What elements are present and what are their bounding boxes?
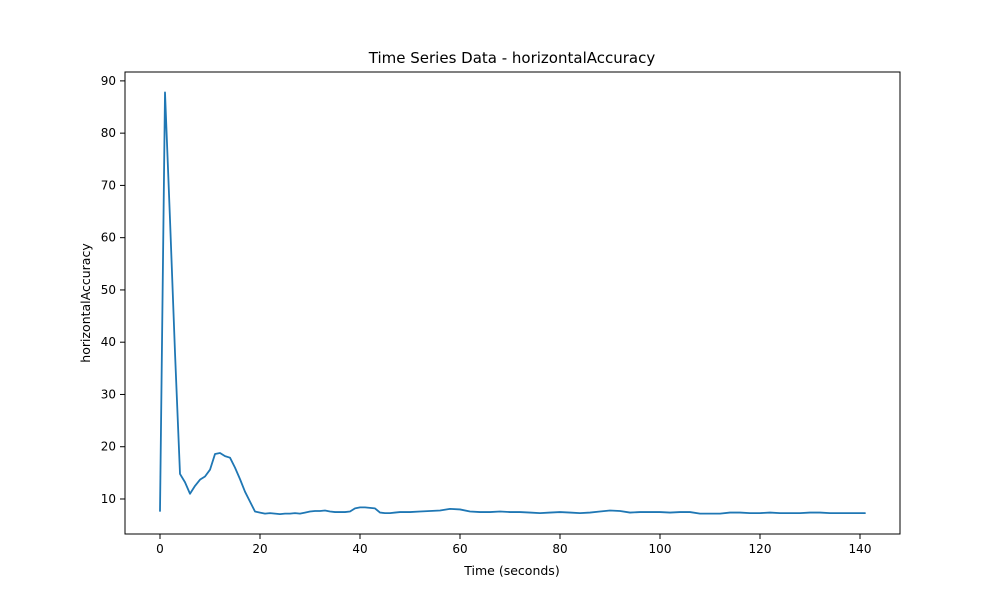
y-tick-label: 10 (101, 492, 116, 506)
x-tick-label: 80 (552, 542, 567, 556)
y-tick-label: 30 (101, 387, 116, 401)
y-axis-ticks: 10 20 30 40 50 60 70 80 90 (101, 74, 125, 506)
x-tick-label: 40 (352, 542, 367, 556)
plot-area: 0 20 40 60 80 100 120 140 10 20 30 40 50 60 70 80 90 (101, 71, 901, 556)
y-tick-label: 50 (101, 283, 116, 297)
y-axis-label: horizontalAccuracy (78, 243, 93, 363)
y-tick-label: 90 (101, 74, 116, 88)
x-tick-label: 20 (252, 542, 267, 556)
x-tick-label: 140 (849, 542, 872, 556)
y-tick-label: 80 (101, 126, 116, 140)
x-axis-ticks: 0 20 40 60 80 100 120 140 (156, 534, 871, 556)
series-line (159, 91, 866, 516)
x-tick-label: 100 (649, 542, 672, 556)
y-tick-label: 60 (101, 231, 116, 245)
y-tick-label: 40 (101, 335, 116, 349)
axes-frame (124, 71, 901, 535)
x-tick-label: 120 (749, 542, 772, 556)
x-tick-label: 0 (156, 542, 164, 556)
y-tick-label: 20 (101, 440, 116, 454)
x-tick-label: 60 (452, 542, 467, 556)
y-tick-label: 70 (101, 178, 116, 192)
chart-title: Time Series Data - horizontalAccuracy (368, 49, 656, 67)
x-axis-label: Time (seconds) (463, 563, 559, 578)
